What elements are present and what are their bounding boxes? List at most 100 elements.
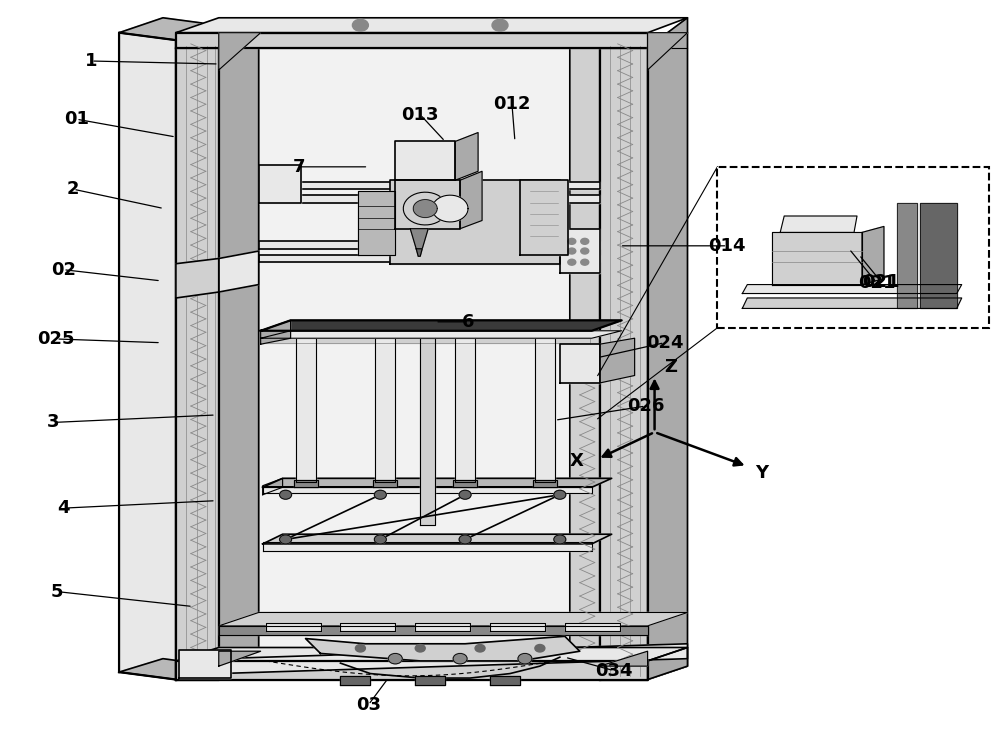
Text: 5: 5 xyxy=(51,583,63,601)
Polygon shape xyxy=(390,180,560,264)
Polygon shape xyxy=(570,33,600,679)
Polygon shape xyxy=(600,48,648,679)
Circle shape xyxy=(554,490,566,499)
Circle shape xyxy=(535,645,545,652)
Circle shape xyxy=(352,19,368,31)
Polygon shape xyxy=(259,195,600,203)
Polygon shape xyxy=(263,542,592,551)
Polygon shape xyxy=(742,284,962,293)
Polygon shape xyxy=(261,320,291,344)
Polygon shape xyxy=(219,652,261,666)
Polygon shape xyxy=(780,216,857,233)
Polygon shape xyxy=(263,485,592,493)
Polygon shape xyxy=(373,479,397,487)
Polygon shape xyxy=(294,479,318,487)
Circle shape xyxy=(374,490,386,499)
Text: 02: 02 xyxy=(51,260,76,279)
Polygon shape xyxy=(176,18,687,33)
Circle shape xyxy=(568,248,576,254)
Text: 2: 2 xyxy=(67,180,79,198)
Text: 6: 6 xyxy=(462,313,474,331)
Polygon shape xyxy=(416,249,422,257)
Text: 03: 03 xyxy=(356,696,381,714)
Polygon shape xyxy=(176,648,687,661)
Circle shape xyxy=(581,260,589,266)
Text: 021: 021 xyxy=(862,272,900,290)
Polygon shape xyxy=(119,33,176,679)
Polygon shape xyxy=(219,251,259,292)
Polygon shape xyxy=(432,195,468,222)
Text: 7: 7 xyxy=(292,158,305,176)
Circle shape xyxy=(492,19,508,31)
Circle shape xyxy=(374,535,386,544)
Polygon shape xyxy=(490,623,545,631)
Polygon shape xyxy=(535,338,555,482)
Polygon shape xyxy=(259,182,600,189)
Polygon shape xyxy=(920,203,957,308)
Polygon shape xyxy=(453,479,477,487)
Polygon shape xyxy=(259,242,600,249)
Polygon shape xyxy=(455,338,475,482)
Polygon shape xyxy=(340,675,370,684)
Circle shape xyxy=(453,654,467,664)
Circle shape xyxy=(518,654,532,664)
Polygon shape xyxy=(490,675,520,684)
Circle shape xyxy=(581,248,589,254)
Polygon shape xyxy=(560,229,600,274)
Polygon shape xyxy=(263,335,590,343)
Text: 025: 025 xyxy=(37,330,75,348)
Polygon shape xyxy=(219,613,687,626)
Polygon shape xyxy=(600,652,648,666)
Polygon shape xyxy=(176,661,648,679)
Polygon shape xyxy=(455,132,478,180)
Polygon shape xyxy=(560,344,600,383)
Polygon shape xyxy=(219,33,259,679)
Circle shape xyxy=(459,535,471,544)
Polygon shape xyxy=(520,180,568,255)
Circle shape xyxy=(415,645,425,652)
Polygon shape xyxy=(340,623,395,631)
Polygon shape xyxy=(600,338,635,383)
Text: 014: 014 xyxy=(709,237,746,255)
Circle shape xyxy=(475,645,485,652)
Text: Z: Z xyxy=(665,358,677,375)
Text: 012: 012 xyxy=(493,95,531,113)
Polygon shape xyxy=(420,338,435,524)
Polygon shape xyxy=(648,33,687,679)
Polygon shape xyxy=(119,18,219,40)
Polygon shape xyxy=(648,18,687,48)
Polygon shape xyxy=(176,48,219,679)
Circle shape xyxy=(388,654,402,664)
Polygon shape xyxy=(306,637,580,661)
Polygon shape xyxy=(403,192,447,225)
Polygon shape xyxy=(395,141,455,180)
Polygon shape xyxy=(261,320,622,331)
Polygon shape xyxy=(263,478,612,487)
Circle shape xyxy=(568,260,576,266)
Polygon shape xyxy=(259,33,687,666)
Circle shape xyxy=(355,645,365,652)
Polygon shape xyxy=(410,229,428,249)
Polygon shape xyxy=(263,534,612,544)
Text: 3: 3 xyxy=(47,414,59,432)
Polygon shape xyxy=(263,478,283,494)
Bar xyxy=(717,167,989,328)
Polygon shape xyxy=(219,33,261,70)
Polygon shape xyxy=(648,33,687,70)
Polygon shape xyxy=(565,623,620,631)
Circle shape xyxy=(280,535,292,544)
Polygon shape xyxy=(742,298,962,308)
Text: 4: 4 xyxy=(57,499,69,517)
Polygon shape xyxy=(179,650,231,678)
Text: 034: 034 xyxy=(595,661,632,680)
Polygon shape xyxy=(648,648,687,679)
Circle shape xyxy=(581,239,589,245)
Polygon shape xyxy=(219,626,648,635)
Polygon shape xyxy=(413,200,437,218)
Polygon shape xyxy=(897,203,917,308)
Polygon shape xyxy=(395,180,460,229)
Polygon shape xyxy=(176,259,219,298)
Polygon shape xyxy=(358,191,395,255)
Polygon shape xyxy=(259,255,600,263)
Polygon shape xyxy=(460,171,482,229)
